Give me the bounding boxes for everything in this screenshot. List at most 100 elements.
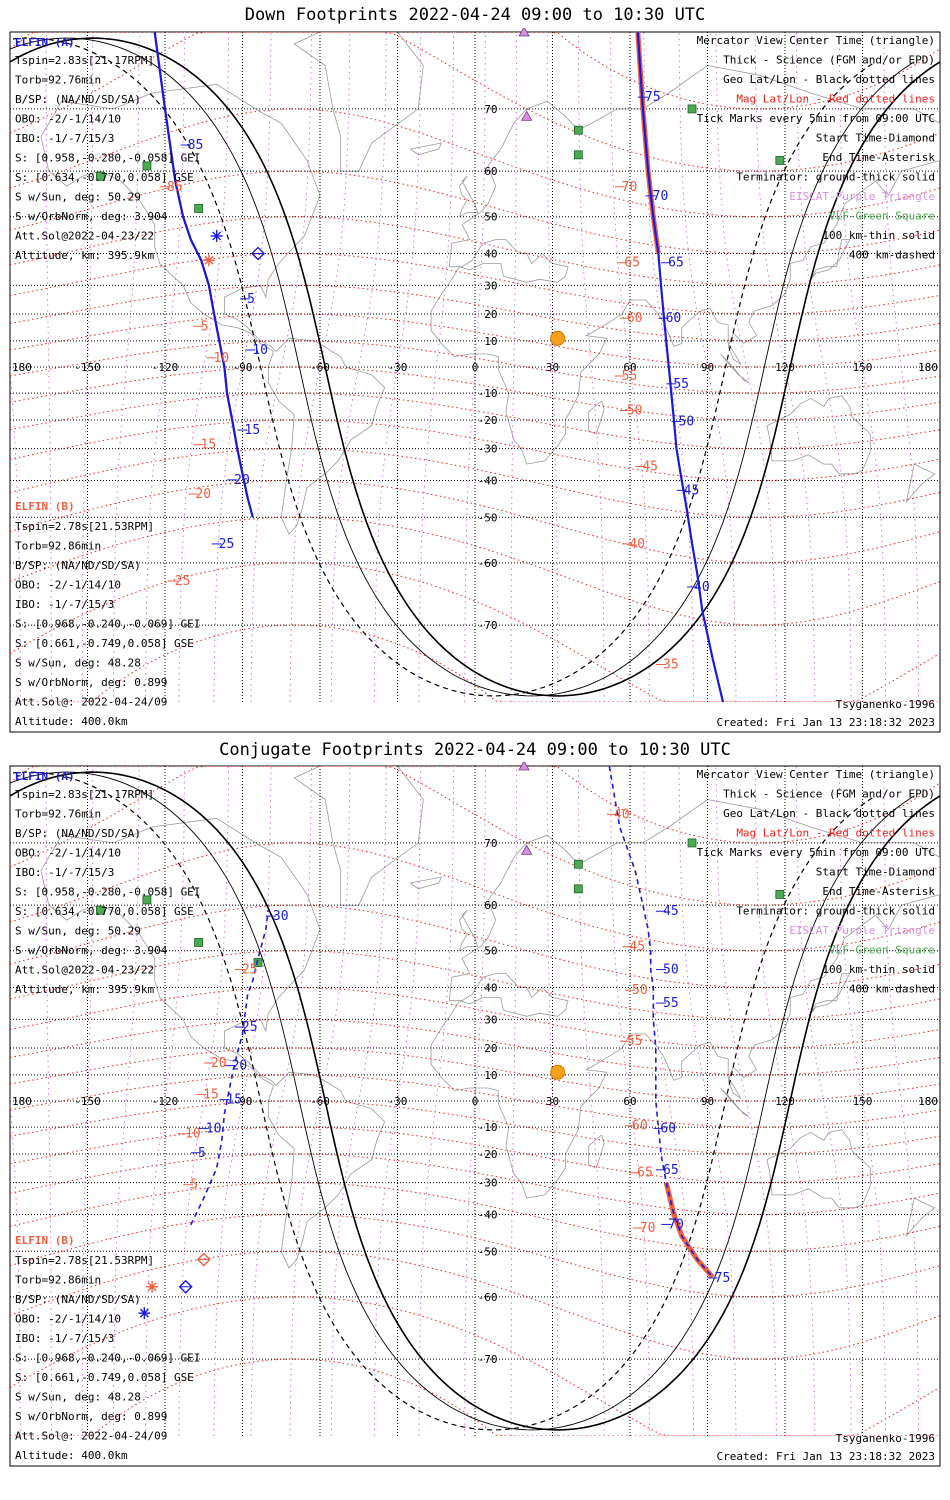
end-asterisk-b-icon-stroke [204,255,214,265]
elfin-b-info-line: S w/Sun, deg: 48.28 [15,657,141,670]
lon-tick-label: 0 [472,361,479,374]
lat-tick-label: 20 [484,308,497,321]
mag-parallel [10,108,940,218]
mag-meridian [715,32,777,702]
mag-parallel [10,766,940,906]
lon-tick-label: -150 [74,361,101,374]
track-b-time-label: 20 [195,487,211,502]
coastline-6 [720,1087,750,1117]
mag-meridian [795,766,852,1436]
elfin-b-info-line: IBO: -1/-7/15/3 [15,1332,114,1345]
map-layer [10,32,940,702]
lon-tick-label: 60 [623,361,636,374]
lon-tick-label: -120 [152,1095,179,1108]
elfin-b-info-line: Att.Sol@: 2022-04-24/09 [15,696,167,709]
track-b2-time-label: 45 [642,459,658,474]
panel-frame [9,31,941,733]
track-b2-time-label: 35 [663,658,679,673]
mag-parallel [10,1047,940,1102]
elfin-a-info-line: S: [0.958,-0.280,-0.058] GEI [15,152,200,165]
elfin-a-info-line: B/SP: (NA/ND/SD/SA) [15,93,141,106]
mag-parallel [10,216,940,286]
lon-tick-label: 180 [918,1095,938,1108]
elfin-b-info-line: S w/OrbNorm, deg: 0.899 [15,676,167,689]
legend-line: Thick - Science (FGM and/or EPD) [723,54,935,67]
legend-line: Tick Marks every 5min from 09:00 UTC [697,846,935,859]
vlf-square-icon [687,104,697,114]
lat-tick-label: 50 [484,211,497,224]
vlf-square-icon [194,204,203,213]
lon-tick-label: -90 [233,361,253,374]
elfin-a-info-line: S w/OrbNorm, deg: 3.904 [15,944,168,957]
lat-tick-label: -50 [478,1245,498,1258]
lon-tick-label: 180 [918,361,938,374]
lat-tick-label: 70 [484,103,497,116]
terminator-100km [10,771,915,1431]
lat-tick-label: -10 [478,387,498,400]
vlf-square-icon [96,905,105,915]
legend-line: 400 km-dashed [849,249,935,262]
terminator-ground [10,771,940,1431]
elfin-a-info-line: S: [0.634,-0.770,0.058] GSE [15,171,194,184]
mag-meridian [45,32,52,702]
track-a-time-label: 15 [226,1093,242,1108]
mag-meridian [81,32,94,702]
elfin-a-info-line: Torb=92.76min [15,74,101,87]
end-asterisk-a-icon-stroke [139,1308,149,1318]
end-asterisk-a-icon-stroke [212,231,222,241]
track-a-time-label: 25 [242,1020,258,1035]
track-b-time-label: 20 [211,1056,227,1071]
mag-meridian [546,32,559,702]
track-b-time-label: 5 [190,1178,198,1193]
mag-meridian [510,32,517,702]
vlf-square-icon [573,150,583,160]
mag-parallel [10,1100,940,1155]
legend-line: Thick - Science (FGM and/or EPD) [723,788,935,801]
mag-meridian [373,32,422,702]
coastline-2 [293,766,424,906]
track-b2-time-label: 70 [640,1221,656,1236]
elfin-a-info-line: S w/Sun, deg: 50.29 [15,925,141,938]
mag-parallel [10,987,940,1049]
elfin-b-info-line: S: [0.968,-0.240,-0.069] GEI [15,1352,200,1365]
track-a2-time-label: 65 [668,256,684,271]
mag-meridian [678,32,737,702]
track-a-time-label: 15 [245,423,261,438]
track-a2-time-label: 55 [663,996,679,1011]
track-a-time-label: 10 [252,343,268,358]
mag-meridian [45,766,52,1436]
lat-tick-label: 30 [484,1013,497,1026]
mag-meridian [610,32,650,702]
vlf-square-icon [194,938,203,947]
vlf-square-icon [687,838,697,848]
lon-tick-label: -30 [388,1095,408,1108]
coastline-8 [410,876,443,890]
vlf-square-icon [142,895,152,905]
legend-line: EISCAT-Purple Triangle [789,190,935,203]
sun-icon [550,1064,566,1080]
elfin-a-info-line: Altitude, km: 395.9km [15,983,154,996]
lat-tick-label: 50 [484,945,497,958]
legend-line: Geo Lat/Lon - Black dotted lines [723,73,935,86]
mag-meridian [510,766,517,1436]
track-a2-time-label: 50 [679,415,695,430]
mag-parallel [10,1018,940,1076]
mag-parallel [10,340,940,394]
lat-tick-label: -70 [478,1353,498,1366]
coastline-7 [588,400,605,435]
coastline-2 [293,32,424,172]
mag-meridian [178,32,230,702]
elfin-b-header: ELFIN (B) [15,1234,75,1247]
mag-meridian [546,766,559,1436]
created-label: Created: Fri Jan 13 23:18:32 2023 [716,1450,935,1463]
lon-tick-label: 60 [623,1095,636,1108]
track-a-time-label: 30 [273,909,289,924]
elfin-a-info-line: Tspin=2.83s[21.17RPM] [15,54,154,67]
coastline-5 [810,239,851,280]
legend-line: 400 km-dashed [849,983,935,996]
lat-tick-label: -70 [478,619,498,632]
legend-line: Mag Lat/Lon - Red dotted lines [736,827,935,840]
elfin-a-info-line: Tspin=2.83s[21.17RPM] [15,788,154,801]
track-a-time-label: 20 [234,473,250,488]
track-b2-time-label: 60 [627,311,643,326]
